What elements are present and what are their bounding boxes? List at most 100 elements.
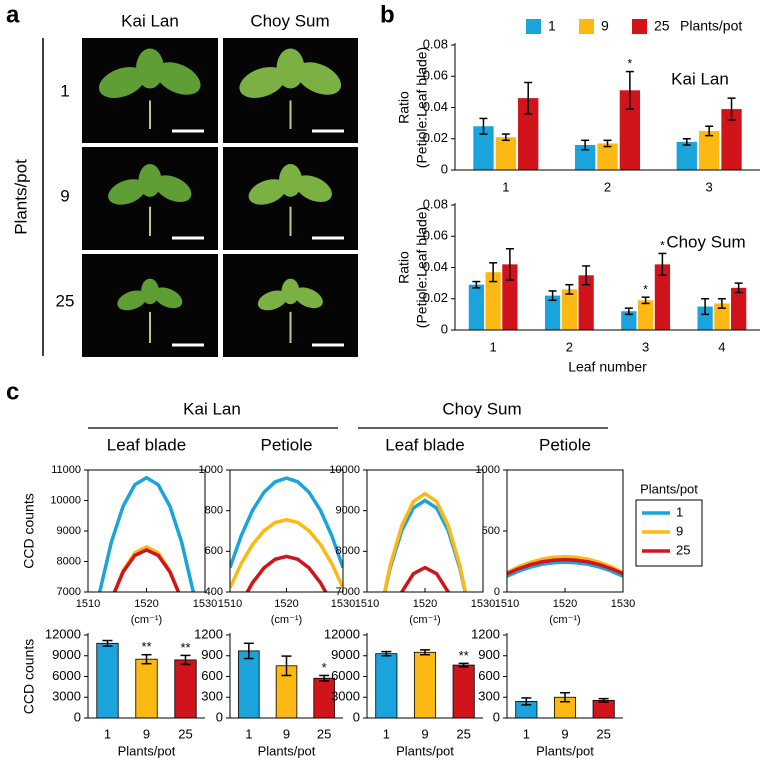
legend-label: 25 [676, 542, 690, 557]
y-tick-label: 0.04 [423, 259, 448, 274]
bar [473, 126, 494, 170]
bar [721, 109, 742, 170]
significance: * [643, 282, 648, 296]
x-tick-label: 1 [104, 726, 111, 741]
y-tick-label: 0.06 [423, 68, 448, 83]
y-tick-label: 0 [493, 709, 500, 724]
bar [638, 300, 654, 330]
x-tick-label: 25 [456, 726, 470, 741]
significance: * [628, 57, 633, 71]
y-tick-label: 400 [205, 586, 223, 598]
y-tick-label: 0.08 [423, 196, 448, 211]
bar [621, 311, 637, 330]
chart-title: Choy Sum [666, 232, 745, 251]
leaf [108, 179, 146, 205]
y-tick-label: 600 [205, 545, 223, 557]
bar [578, 275, 594, 330]
x-tick-label: 1510 [495, 598, 519, 610]
x-tick-label: 1520 [134, 598, 158, 610]
leaf [141, 278, 159, 305]
leaf [294, 175, 332, 202]
x-tick-label: 3 [642, 339, 649, 354]
y-tick-label: 11000 [51, 464, 81, 476]
bar [452, 664, 475, 719]
line-series [112, 547, 181, 592]
y-tick-label: 300 [478, 689, 500, 704]
x-axis-label: Plants/pot [118, 743, 176, 758]
y-tick-label: 9000 [331, 647, 360, 662]
y-tick-label: 10000 [329, 464, 360, 476]
legend-title: Plants/pot [680, 18, 742, 34]
y-tick-label: 10000 [50, 494, 81, 506]
y-tick-label: 600 [478, 668, 500, 683]
legend-label: 1 [676, 504, 683, 519]
leaf [248, 179, 287, 205]
bar [654, 264, 671, 330]
panel-label: a [6, 1, 20, 28]
y-axis-label: CCD counts [21, 493, 37, 568]
plot-frame [366, 469, 484, 593]
x-tick-label: 1 [245, 726, 252, 741]
y-tick-label: 7000 [57, 586, 81, 598]
bar [561, 289, 577, 330]
photo-grid [82, 38, 358, 357]
bar [485, 272, 501, 330]
row-label: 1 [60, 81, 69, 100]
y-tick-label: 300 [201, 689, 223, 704]
bar [238, 650, 260, 719]
bar [676, 141, 697, 170]
y-tick-label: 0.02 [423, 290, 448, 305]
y-tick-label: 6000 [52, 668, 81, 683]
line-series [399, 565, 451, 592]
column-header: Kai Lan [121, 11, 179, 30]
x-tick-label: 1 [502, 179, 509, 194]
x-tick-label: 2 [604, 179, 611, 194]
x-tick-label: 25 [178, 726, 192, 741]
legend-swatch [579, 19, 594, 34]
bar [544, 295, 561, 330]
y-tick-label: 1200 [194, 626, 223, 641]
bar [135, 658, 158, 719]
bar [592, 699, 615, 719]
leaf [117, 290, 147, 311]
leaf [155, 62, 201, 95]
line-series [245, 554, 328, 592]
x-tick-label: 1 [490, 339, 497, 354]
x-tick-label: 1530 [611, 598, 635, 610]
y-tick-label: 1000 [199, 464, 223, 476]
y-tick-label: 0.08 [423, 36, 448, 51]
bar [699, 130, 720, 170]
line-series [507, 560, 623, 578]
chart-title: Petiole [261, 435, 313, 454]
x-tick-label: 1510 [76, 598, 100, 610]
y-tick-label: 0 [353, 709, 360, 724]
panel-label: b [380, 1, 395, 28]
chart-title: Leaf blade [107, 435, 186, 454]
group-title: Kai Lan [183, 399, 241, 418]
bar [495, 137, 516, 170]
y-tick-label: 0 [74, 709, 81, 724]
legend-label: 25 [654, 18, 670, 34]
group-title: Choy Sum [442, 399, 521, 418]
bar [96, 642, 119, 719]
x-tick-label: 1530 [331, 598, 355, 610]
y-tick-label: 6000 [331, 668, 360, 683]
y-tick-label: 900 [478, 647, 500, 662]
y-tick-label: 8000 [336, 545, 360, 557]
y-axis-label: (Petiole:Leaf blade) [414, 207, 430, 328]
bar [731, 287, 747, 330]
y-tick-label: 1000 [476, 464, 500, 476]
significance: ** [459, 648, 469, 663]
leaf [138, 164, 162, 197]
x-tick-label: 3 [706, 179, 713, 194]
plot-frame [229, 469, 344, 593]
y-tick-label: 3000 [331, 689, 360, 704]
row-axis-label: Plants/pot [11, 159, 30, 235]
x-tick-label: 2 [566, 339, 573, 354]
legend-label: 9 [601, 18, 609, 34]
y-tick-label: 500 [482, 525, 500, 537]
x-tick-label: 1520 [274, 598, 298, 610]
line-series [382, 491, 468, 592]
x-tick-label: 4 [718, 339, 725, 354]
bar [574, 145, 596, 170]
